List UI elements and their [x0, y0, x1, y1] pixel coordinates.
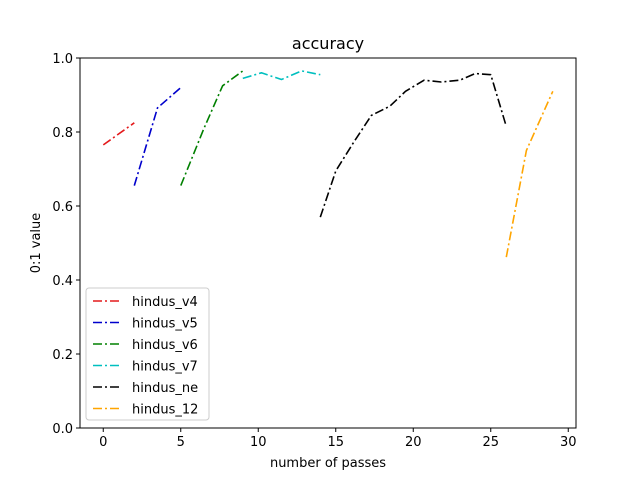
- series-line-hindus-ne: [319, 72, 508, 218]
- legend-label-hindus-12: hindus_12: [132, 403, 198, 418]
- legend-label-hindus-v6: hindus_v6: [132, 338, 198, 353]
- x-tick-label: 15: [327, 435, 344, 450]
- x-axis-ticks: 0 5 10 15 20 25 30: [99, 428, 577, 450]
- legend-label-hindus-v4: hindus_v4: [132, 295, 198, 310]
- series-line-hindus-v7: [242, 70, 321, 81]
- x-tick-label: 5: [177, 435, 185, 450]
- y-tick-label: 0.0: [52, 422, 73, 437]
- x-tick-label: 10: [250, 435, 267, 450]
- legend-label-hindus-ne: hindus_ne: [132, 381, 198, 396]
- y-tick-label: 0.4: [52, 274, 73, 289]
- x-tick-label: 20: [405, 435, 422, 450]
- x-tick-label: 0: [99, 435, 107, 450]
- series-line-hindus-v4: [102, 122, 135, 146]
- y-axis-ticks: 0.0 0.2 0.4 0.6 0.8 1.0: [52, 52, 80, 437]
- x-tick-label: 25: [482, 435, 499, 450]
- x-tick-label: 30: [560, 435, 577, 450]
- y-tick-label: 0.8: [52, 126, 73, 141]
- x-axis-label: number of passes: [270, 456, 386, 471]
- legend-label-hindus-v7: hindus_v7: [132, 360, 198, 375]
- series-line-hindus-v6: [180, 70, 244, 186]
- chart-title: accuracy: [292, 34, 364, 53]
- series-line-hindus-v5: [133, 86, 182, 186]
- y-tick-label: 0.2: [52, 348, 73, 363]
- series-line-hindus-12: [505, 90, 554, 258]
- legend-label-hindus-v5: hindus_v5: [132, 317, 198, 332]
- plot-area: [102, 70, 554, 258]
- legend: hindus_v4 hindus_v5 hindus_v6 hindus_v7hind…: [85, 287, 210, 421]
- y-axis-label: 0:1 value: [29, 213, 44, 274]
- y-tick-label: 1.0: [52, 52, 73, 67]
- y-tick-label: 0.6: [52, 200, 73, 215]
- plot-frame: [79, 57, 577, 429]
